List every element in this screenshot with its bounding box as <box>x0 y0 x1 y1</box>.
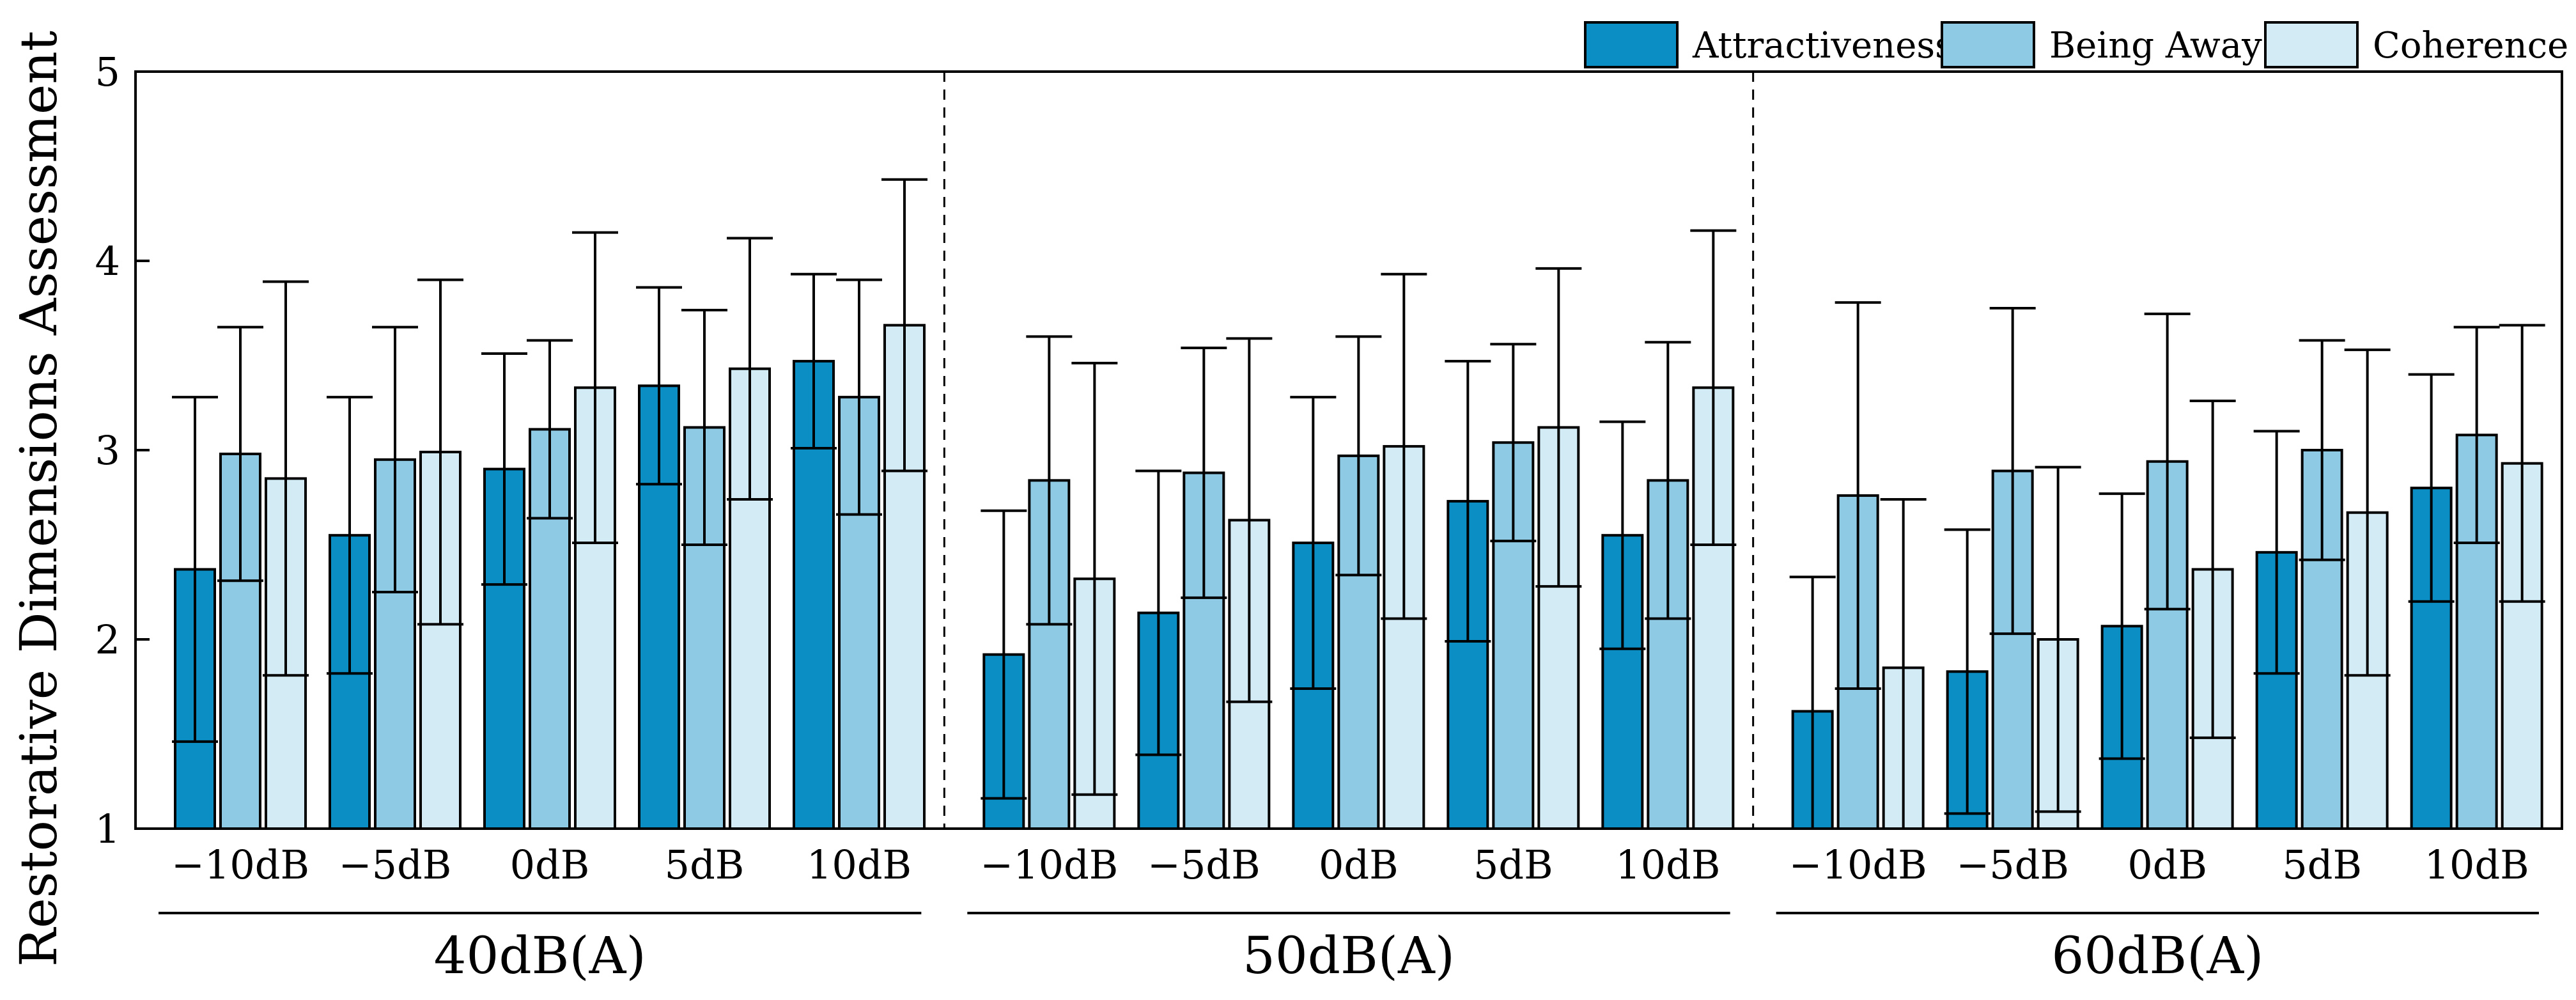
x-tick-label: 5dB <box>665 841 745 888</box>
legend-label: Attractiveness <box>1692 25 1953 66</box>
x-tick-label: −5dB <box>1147 841 1261 888</box>
bar <box>329 534 371 830</box>
x-tick-label: 10dB <box>1615 841 1720 888</box>
legend-swatch <box>1941 21 2035 68</box>
group-label: 40dB(A) <box>434 926 646 985</box>
group-label: 60dB(A) <box>2051 926 2263 985</box>
y-tick-label: 3 <box>95 427 120 474</box>
x-tick-label: 5dB <box>2282 841 2362 888</box>
y-tick-label: 1 <box>95 806 120 852</box>
plot-frame <box>134 70 2563 830</box>
group-label: 50dB(A) <box>1243 926 1455 985</box>
x-tick-label: −5dB <box>339 841 452 888</box>
x-tick-label: −10dB <box>980 841 1118 888</box>
legend-label: Coherence <box>2373 25 2568 66</box>
group-labels: 40dB(A) 50dB(A) 60dB(A) <box>159 912 2539 985</box>
group-dividers <box>943 72 1755 829</box>
legend-swatch <box>1584 21 1679 68</box>
x-axis: −10dB −5dB 0dB 5dB 10dB −10dB −5dB 0dB 5dB 10dB −1… <box>171 841 2529 888</box>
legend: Attractiveness Being Away Coherence <box>1584 21 2568 68</box>
x-tick-label: 10dB <box>807 841 912 888</box>
legend-label: Being Away <box>2049 25 2262 66</box>
x-tick-label: −10dB <box>1789 841 1927 888</box>
y-axis: 1 2 3 4 5 <box>95 49 150 852</box>
y-axis-title-group: Restorative Dimensions Assessment <box>9 31 68 967</box>
x-tick-label: −10dB <box>171 841 309 888</box>
error-bars-layer <box>172 178 2545 830</box>
x-tick-label: 0dB <box>1319 841 1399 888</box>
x-tick-label: 10dB <box>2425 841 2529 888</box>
x-tick-label: 0dB <box>2127 841 2207 888</box>
bar <box>1028 479 1071 830</box>
y-tick-label: 4 <box>95 238 120 285</box>
legend-swatch <box>2264 21 2359 68</box>
x-tick-label: 0dB <box>510 841 590 888</box>
y-axis-title: Restorative Dimensions Assessment <box>9 31 68 967</box>
x-tick-label: −5dB <box>1956 841 2069 888</box>
y-tick-label: 2 <box>95 616 120 663</box>
y-tick-label: 5 <box>95 49 120 95</box>
x-tick-label: 5dB <box>1473 841 1553 888</box>
